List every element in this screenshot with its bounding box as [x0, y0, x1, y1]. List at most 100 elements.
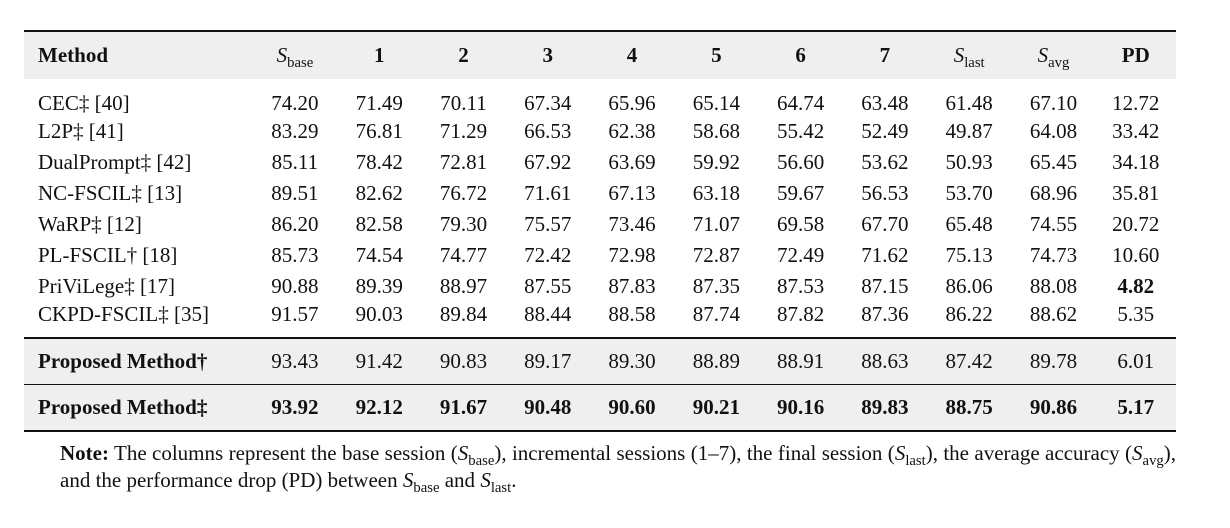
header-session-2: 2 [458, 43, 469, 67]
header-s-avg: Savg [1037, 43, 1070, 72]
value-cell: 83.29 [271, 119, 319, 143]
header-session-3: 3 [542, 43, 554, 67]
baseline-rows: CEC‡ [40] 74.20 71.49 70.11 67.34 65.96 65.14 6… [24, 79, 1176, 338]
value-cell: 79.30 [439, 212, 488, 236]
table-note: Note: The columns represent the base ses… [60, 440, 1176, 497]
value-cell: 63.18 [692, 181, 740, 205]
value-cell: 64.74 [776, 91, 825, 115]
value-cell: 67.92 [524, 150, 572, 174]
value-cell: 71.07 [692, 212, 740, 236]
value-cell: 74.54 [355, 243, 403, 267]
value-cell: 33.42 [1112, 119, 1160, 143]
proposed-row: Proposed Method‡ 93.92 92.12 91.67 90.48 90.6… [24, 384, 1176, 430]
bottom-rule [24, 430, 1176, 432]
value-cell: 88.89 [692, 348, 740, 373]
value-cell: 91.67 [439, 394, 488, 419]
method-cell: L2P‡ [41] [38, 119, 124, 143]
value-cell: 35.81 [1112, 181, 1160, 205]
method-cell: WaRP‡ [12] [38, 212, 142, 236]
value-cell: 67.34 [524, 91, 572, 115]
value-cell: 75.57 [524, 212, 572, 236]
note-text-3: ), the average accuracy ( [925, 441, 1133, 465]
value-cell: 72.98 [608, 243, 656, 267]
note-text-6: . [511, 468, 517, 492]
value-cell: 62.38 [608, 119, 656, 143]
value-cell: 86.06 [945, 274, 993, 298]
note-text-1: The columns represent the base session ( [108, 441, 458, 465]
note-lead: Note: [60, 441, 109, 465]
method-cell: CEC‡ [40] [38, 91, 130, 115]
value-cell: 63.48 [861, 91, 909, 115]
value-cell: 93.92 [271, 394, 319, 419]
method-cell: Proposed Method† [38, 348, 208, 373]
value-cell: 82.58 [355, 212, 403, 236]
value-cell: 5.35 [1117, 302, 1155, 326]
value-cell: 90.86 [1029, 394, 1078, 419]
value-cell: 90.48 [524, 394, 572, 419]
header-session-5: 5 [711, 43, 722, 67]
value-cell: 65.14 [692, 91, 740, 115]
top-rule [24, 30, 1176, 32]
value-cell: 82.62 [355, 181, 403, 205]
value-cell: 65.45 [1029, 150, 1078, 174]
method-cell: NC-FSCIL‡ [13] [38, 181, 183, 205]
table-row: CEC‡ [40] 74.20 71.49 70.11 67.34 65.96 65.14 6… [24, 79, 1176, 116]
value-cell: 68.96 [1029, 181, 1078, 205]
value-cell: 56.53 [861, 181, 909, 205]
value-cell: 76.72 [439, 181, 488, 205]
value-cell: 67.70 [861, 212, 909, 236]
value-cell: 5.17 [1117, 394, 1155, 419]
method-cell: CKPD-FSCIL‡ [35] [38, 302, 209, 326]
table-header: Method Sbase 1 2 3 4 5 6 7 Slast Savg PD [24, 32, 1176, 79]
header-pd: PD [1121, 43, 1150, 67]
value-cell: 89.83 [861, 394, 909, 419]
table-row: PL-FSCIL† [18] 85.73 74.54 74.77 72.42 72.98 7… [24, 240, 1176, 271]
value-cell: 88.91 [776, 348, 825, 373]
value-cell: 90.83 [439, 348, 488, 373]
table-row: CKPD-FSCIL‡ [35] 91.57 90.03 89.84 88.44 88.5… [24, 302, 1176, 338]
table-row: DualPrompt‡ [42] 85.11 78.42 72.81 67.92 63.6… [24, 147, 1176, 178]
value-cell: 89.84 [439, 302, 488, 326]
value-cell: 67.10 [1029, 91, 1078, 115]
value-cell: 53.70 [945, 181, 993, 205]
table-row: NC-FSCIL‡ [13] 89.51 82.62 76.72 71.61 67.13 6… [24, 178, 1176, 209]
header-s-base: Sbase [276, 43, 314, 72]
value-cell: 65.48 [945, 212, 993, 236]
value-cell: 74.55 [1029, 212, 1078, 236]
value-cell: 74.73 [1029, 243, 1078, 267]
value-cell: 89.17 [524, 348, 572, 373]
value-cell: 90.60 [608, 394, 656, 419]
value-cell: 89.30 [608, 348, 656, 373]
value-cell: 56.60 [776, 150, 825, 174]
proposed-rows: Proposed Method† 93.43 91.42 90.83 89.17 89.3… [24, 338, 1176, 430]
table-row: PriViLege‡ [17] 90.88 89.39 88.97 87.55 87.83… [24, 271, 1176, 302]
value-cell: 75.13 [945, 243, 993, 267]
value-cell: 90.21 [692, 394, 740, 419]
table-row: WaRP‡ [12] 86.20 82.58 79.30 75.57 73.46 71.07… [24, 209, 1176, 240]
value-cell: 89.39 [355, 274, 403, 298]
table-row: L2P‡ [41] 83.29 76.81 71.29 66.53 62.38 58.68 5… [24, 116, 1176, 147]
value-cell: 64.08 [1029, 119, 1078, 143]
value-cell: 87.53 [776, 274, 825, 298]
value-cell: 20.72 [1112, 212, 1160, 236]
value-cell: 10.60 [1112, 243, 1160, 267]
value-cell: 63.69 [608, 150, 656, 174]
value-cell: 88.62 [1029, 302, 1078, 326]
value-cell: 85.73 [271, 243, 319, 267]
header-session-7: 7 [879, 43, 891, 67]
value-cell: 59.67 [776, 181, 825, 205]
value-cell: 87.82 [776, 302, 825, 326]
value-cell: 88.97 [439, 274, 488, 298]
value-cell: 12.72 [1112, 91, 1160, 115]
value-cell: 55.42 [776, 119, 825, 143]
note-s-last: Slast [894, 441, 926, 470]
proposed-row: Proposed Method† 93.43 91.42 90.83 89.17 89.3… [24, 338, 1176, 384]
value-cell: 91.42 [355, 348, 403, 373]
value-cell: 87.55 [524, 274, 572, 298]
value-cell: 65.96 [608, 91, 656, 115]
value-cell: 91.57 [271, 302, 319, 326]
note-s-base-2: Sbase [402, 468, 440, 497]
method-cell: Proposed Method‡ [38, 394, 208, 419]
value-cell: 87.36 [861, 302, 909, 326]
value-cell: 88.58 [608, 302, 656, 326]
